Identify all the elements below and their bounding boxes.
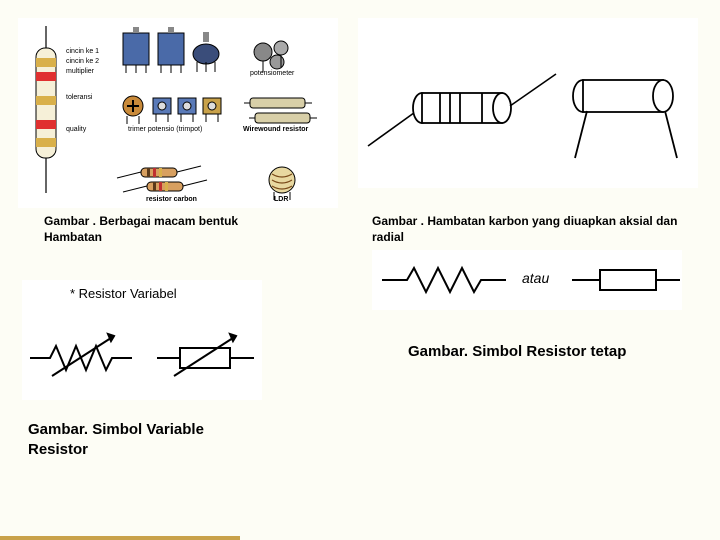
figure-various-resistors: cincin ke 1 cincin ke 2 multiplier toler…	[18, 18, 338, 208]
label-resistor-variabel: * Resistor Variabel	[70, 286, 177, 301]
slide: cincin ke 1 cincin ke 2 multiplier toler…	[0, 0, 720, 540]
label-wirewound: Wirewound resistor	[243, 126, 308, 133]
label-quality: quality	[66, 126, 86, 133]
label-multiplier: multiplier	[66, 68, 94, 75]
caption-fixed-resistor: Gambar. Simbol Resistor tetap	[408, 342, 628, 362]
accent-line	[0, 536, 240, 540]
label-resistor-carbon: resistor carbon	[146, 196, 197, 203]
figure-carbon-axial-radial	[358, 18, 698, 188]
various-resistors-svg	[18, 18, 338, 208]
label-atau: atau	[522, 270, 549, 286]
label-ldr: LDR	[274, 196, 288, 203]
caption-variable-resistor: Gambar. Simbol Variable Resistor	[28, 420, 248, 459]
figure-fixed-resistor-symbol: atau	[372, 250, 682, 310]
label-trimer: trimer potensio (trimpot)	[128, 126, 202, 133]
figure-variable-resistor-symbol: * Resistor Variabel	[22, 280, 262, 400]
label-cincin2: cincin ke 2	[66, 58, 99, 65]
caption-various-resistors: Gambar . Berbagai macam bentuk Hambatan	[44, 214, 274, 245]
label-toleransi: toleransi	[66, 94, 92, 101]
caption-carbon-axial-radial: Gambar . Hambatan karbon yang diuapkan a…	[372, 214, 692, 245]
label-potensiometer: potensiometer	[250, 70, 294, 77]
carbon-axial-radial-svg	[358, 18, 698, 188]
label-cincin1: cincin ke 1	[66, 48, 99, 55]
